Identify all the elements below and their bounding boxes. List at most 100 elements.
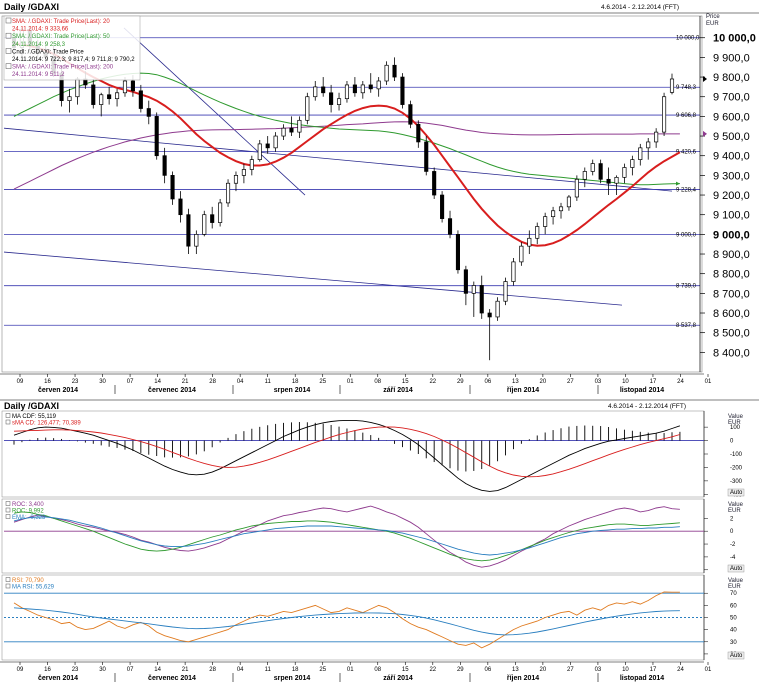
candle-body: [392, 64, 397, 78]
indicator-line: [13, 511, 680, 562]
panel-frame: [1, 410, 705, 498]
bottom-x-tick-label: 08: [374, 667, 381, 673]
bottom-x-axis: 09 16 23 30 07 14 21 28 04 11 18 25 01 08 15 22 29 06 13 20…: [0, 661, 712, 682]
candle-body: [352, 84, 357, 94]
candle-body: [273, 135, 278, 149]
last-price-marker: [703, 76, 707, 83]
y-tick-label: 8 900,0: [713, 249, 750, 261]
bottom-x-tick-label: 20: [540, 667, 547, 673]
bottom-x-tick-label: 23: [72, 667, 79, 673]
unit-badge[interactable]: [727, 564, 745, 573]
main-x-tick-label: 29: [457, 379, 464, 385]
candle-body: [590, 163, 595, 172]
panel-y-tick-label: 70: [730, 591, 737, 597]
panel-y-tick-label: -200: [730, 465, 743, 471]
legend-entry: 24.11.2014: 9 258,3: [12, 42, 66, 48]
level-label: 9 000,0: [676, 232, 697, 238]
bottom-x-tick-label: 01: [705, 667, 712, 673]
legend-checkbox[interactable]: [5, 17, 12, 24]
unit-badge-label: Auto: [730, 490, 743, 496]
candle-body: [99, 94, 104, 105]
main-x-tick-label: 28: [209, 379, 216, 385]
candle-body: [130, 80, 135, 92]
main-x-month-label: listopad 2014: [620, 387, 664, 394]
main-title: Daily /GDAXI: [4, 2, 59, 12]
y-tick-label: 8 600,0: [713, 308, 750, 320]
level-label: 10 000,0: [676, 36, 700, 42]
legend-checkbox[interactable]: [5, 63, 12, 69]
candle-body: [344, 84, 350, 100]
candle-body: [210, 214, 215, 223]
candle-body: [432, 171, 437, 196]
candle-body: [107, 94, 112, 100]
bottom-x-tick-label: 24: [677, 667, 684, 673]
panel-currency-label: EUR: [728, 584, 741, 590]
level-label: 9 748,3: [676, 85, 697, 91]
candle-body: [598, 163, 603, 180]
legend-checkbox[interactable]: [5, 413, 11, 418]
panel-y-tick-label: 100: [730, 425, 741, 431]
candle-body: [503, 281, 508, 302]
bottom-x-tick-label: 06: [484, 667, 491, 673]
legend-checkbox[interactable]: [5, 501, 11, 506]
indicator-line: [13, 426, 681, 478]
main-x-tick-label: 09: [17, 379, 24, 385]
candle-body: [233, 175, 239, 184]
bottom-x-tick-label: 13: [512, 667, 519, 673]
candle-body: [376, 80, 381, 90]
candle-body: [495, 300, 500, 318]
candle-body: [202, 214, 207, 235]
legend-checkbox[interactable]: [5, 507, 11, 513]
candle-body: [566, 196, 571, 208]
candle-body: [558, 206, 564, 212]
main-currency-label: EUR: [706, 21, 719, 27]
legend-entry: SMA: /.GDAXI: Trade Price(Last): 200: [12, 65, 114, 71]
legend-box: [3, 15, 141, 81]
main-x-tick-label: 23: [72, 379, 79, 385]
candle-body: [154, 116, 159, 157]
legend-checkbox[interactable]: [5, 577, 11, 582]
legend-checkbox[interactable]: [5, 32, 12, 39]
legend-entry: SMA: /.GDAXI: Trade Price(Last): 20: [12, 19, 110, 25]
panel-y-tick-label: 60: [730, 603, 737, 609]
unit-badge[interactable]: [727, 651, 745, 660]
candle-body: [186, 214, 191, 247]
main-x-axis: 09 16 23 30 07 14 21 28 04 11 18 25 01 08 15 22 29 06 13 20…: [0, 373, 712, 394]
candle-body: [582, 171, 587, 180]
bottom-x-tick-label: 16: [44, 667, 51, 673]
indicator-line: [13, 505, 680, 568]
candle-body: [463, 269, 468, 294]
candle-body: [487, 312, 492, 318]
y-tick-label: 8 800,0: [713, 269, 750, 281]
legend-entry: EMA: -0,323: [12, 515, 46, 521]
candle-body: [527, 237, 532, 247]
main-x-tick-label: 14: [154, 379, 161, 385]
legend-entry: sMA CD: 126,477; 70,389: [12, 421, 81, 427]
legend-checkbox[interactable]: [5, 583, 11, 589]
indicator-line: [13, 516, 680, 556]
legend-checkbox[interactable]: [5, 514, 11, 519]
candle-body: [305, 96, 310, 121]
candle-body: [115, 92, 120, 100]
sma200-marker: [703, 130, 707, 137]
main-x-tick-label: 18: [292, 379, 299, 385]
bottom-x-tick-label: 29: [457, 667, 464, 673]
candle-body: [669, 78, 675, 93]
sma50-marker: [676, 181, 680, 186]
candle-body: [535, 226, 540, 239]
bottom-x-month-label: říjen 2014: [507, 675, 539, 682]
level-label: 8 739,0: [676, 284, 697, 290]
unit-badge[interactable]: [727, 488, 745, 497]
legend-checkbox[interactable]: [5, 419, 11, 425]
candle-body: [91, 84, 96, 105]
candle-body: [138, 90, 143, 109]
candle-body: [455, 234, 461, 271]
candle-body: [75, 78, 80, 98]
macd-title: Daily /GDAXI: [4, 401, 59, 411]
legend-checkbox[interactable]: [5, 48, 12, 54]
candle-body: [122, 80, 128, 94]
legend-entry: MA RSI: 55,629: [12, 585, 55, 591]
panel-y-tick-label: 30: [730, 640, 737, 646]
